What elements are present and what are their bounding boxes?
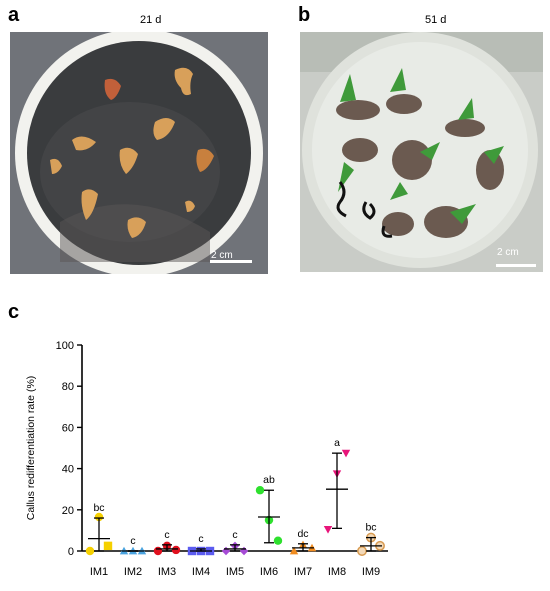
data-point xyxy=(239,546,249,556)
x-tick-label: IM9 xyxy=(362,566,380,578)
y-tick-label: 20 xyxy=(62,505,74,517)
data-point xyxy=(85,546,95,556)
significance-letter: a xyxy=(334,437,340,449)
data-point xyxy=(357,546,367,556)
panel-a-photo xyxy=(10,32,268,274)
y-tick-label: 60 xyxy=(62,422,74,434)
petri-dish-shoots-image xyxy=(300,32,543,272)
y-tick-label: 0 xyxy=(68,546,74,558)
significance-letter: ab xyxy=(263,474,275,486)
y-axis-label: Callus redifferentiation rate (%) xyxy=(25,376,37,521)
x-tick-label: IM1 xyxy=(90,566,108,578)
x-tick-label: IM8 xyxy=(328,566,346,578)
y-tick-label: 40 xyxy=(62,464,74,476)
y-tick-label: 100 xyxy=(56,340,74,352)
significance-letter: dc xyxy=(297,528,308,540)
panel-b-scale-label: 2 cm xyxy=(497,247,519,258)
panel-a-day-label: 21 d xyxy=(140,14,162,26)
x-tick-label: IM4 xyxy=(192,566,210,578)
data-point xyxy=(323,526,333,534)
data-point xyxy=(103,541,113,551)
chart-plot-area: bc c c c c ab dc a bc xyxy=(85,437,385,556)
x-tick-label: IM7 xyxy=(294,566,312,578)
data-point xyxy=(255,486,265,495)
data-point xyxy=(221,546,231,556)
panel-b-photo xyxy=(300,32,543,272)
panel-b-day-label: 51 d xyxy=(425,14,447,26)
x-tick-label: IM6 xyxy=(260,566,278,578)
panel-b-letter: b xyxy=(298,4,311,26)
significance-letter: c xyxy=(198,533,203,545)
significance-letter: bc xyxy=(93,502,104,514)
significance-letter: c xyxy=(130,535,135,547)
x-tick-label: IM3 xyxy=(158,566,176,578)
data-point xyxy=(341,449,351,458)
x-tick-label: IM2 xyxy=(124,566,142,578)
significance-letter: c xyxy=(164,529,169,541)
panel-c-letter: c xyxy=(8,301,20,323)
data-point xyxy=(273,536,283,545)
chart-axes: 0 20 40 60 80 100 IM1 IM2 IM3 IM4 IM5 IM6 IM7 IM8 IM9 xyxy=(56,340,388,578)
petri-dish-callus-image xyxy=(10,32,268,274)
significance-letter: c xyxy=(232,529,237,541)
y-tick-label: 80 xyxy=(62,381,74,393)
data-point xyxy=(94,512,104,522)
x-tick-label: IM5 xyxy=(226,566,244,578)
data-point xyxy=(289,546,299,555)
data-point xyxy=(171,545,181,555)
data-point xyxy=(153,546,163,556)
significance-letter: bc xyxy=(365,522,376,534)
panel-a-letter: a xyxy=(8,4,20,26)
panel-a-scale-label: 2 cm xyxy=(211,250,233,261)
